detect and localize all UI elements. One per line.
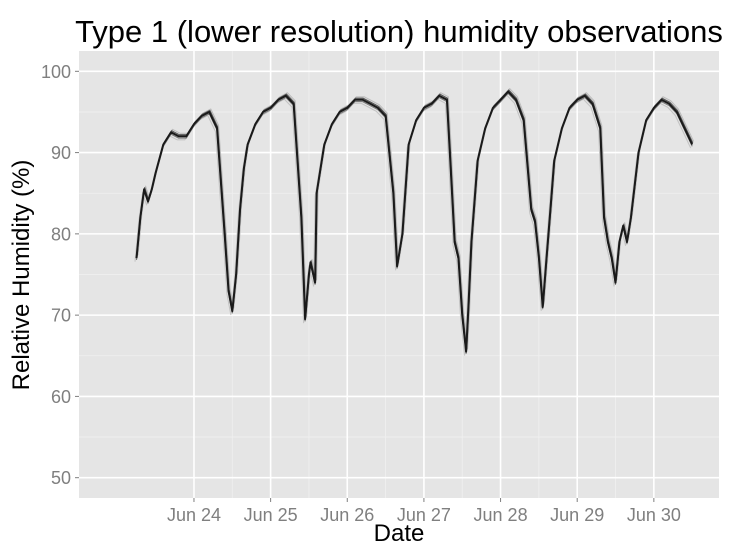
y-tick-label: 60 [51,387,71,407]
y-tick-label: 100 [41,62,71,82]
y-tick-label: 80 [51,224,71,244]
x-tick-label: Jun 24 [167,505,221,525]
x-tick-label: Jun 29 [550,505,604,525]
series-traces [134,88,695,356]
x-tick-label: Jun 25 [244,505,298,525]
x-tick-label: Jun 26 [320,505,374,525]
x-tick-label: Jun 27 [397,505,451,525]
series-line [135,90,694,353]
x-tick-label: Jun 28 [474,505,528,525]
x-axis-title: Date [373,520,425,547]
y-tick-label: 50 [51,468,71,488]
y-tick-label: 70 [51,306,71,326]
y-axis-title-text: Relative Humidity (%) [8,159,35,391]
y-tick-label: 90 [51,143,71,163]
chart-title: Type 1 (lower resolution) humidity obser… [75,14,723,49]
x-tick-label: Jun 30 [627,505,681,525]
